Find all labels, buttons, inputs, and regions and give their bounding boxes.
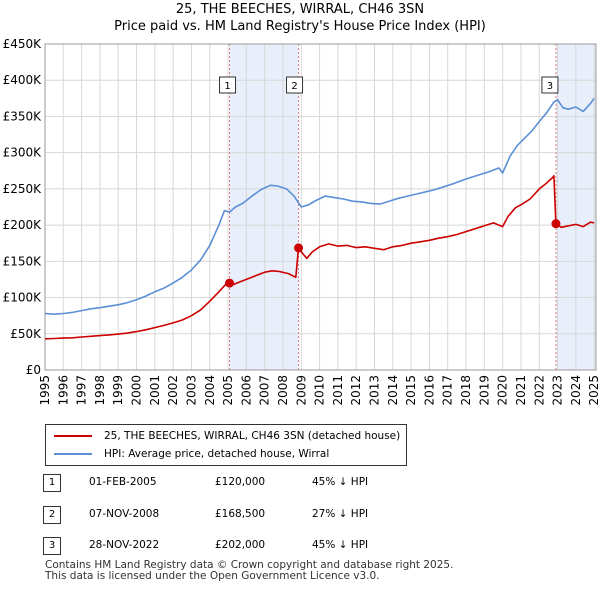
x-tick-label: 2008	[276, 375, 290, 406]
y-tick-label: £400K	[3, 73, 43, 87]
legend-swatch-hpi	[54, 453, 92, 455]
y-tick-label: £450K	[3, 37, 43, 51]
y-tick-label: £50K	[10, 327, 42, 341]
sale-label-number: 3	[547, 81, 553, 92]
x-tick-label: 2002	[166, 375, 180, 406]
y-tick-label: £0	[26, 363, 41, 377]
x-tick-label: 1995	[38, 375, 52, 406]
chart-title: 25, THE BEECHES, WIRRAL, CH46 3SN	[175, 2, 425, 17]
chart-subtitle: Price paid vs. HM Land Registry's House …	[114, 19, 486, 34]
shaded-region	[229, 44, 299, 370]
sale-date: 01-FEB-2005	[89, 476, 157, 488]
x-tick-label: 2019	[477, 375, 491, 406]
x-tick-label: 2012	[349, 375, 363, 406]
sale-hpi-diff: 45% ↓ HPI	[312, 476, 369, 488]
sale-point	[294, 243, 304, 253]
x-tick-label: 2004	[203, 375, 217, 406]
x-tick-label: 2014	[386, 375, 400, 406]
y-tick-label: £300K	[3, 146, 43, 160]
sale-price: £120,000	[215, 476, 266, 488]
footer: Contains HM Land Registry data © Crown c…	[45, 560, 453, 582]
sale-label-box	[541, 76, 559, 94]
sale-hpi-diff: 27% ↓ HPI	[312, 508, 369, 520]
y-tick-label: £250K	[3, 182, 43, 196]
x-tick-label: 1997	[75, 375, 89, 406]
x-tick-label: 1998	[93, 375, 107, 406]
x-tick-label: 2003	[184, 375, 198, 406]
x-tick-label: 2011	[331, 375, 345, 406]
x-tick-label: 2020	[496, 375, 510, 406]
legend-item-property: 25, THE BEECHES, WIRRAL, CH46 3SN (detac…	[54, 428, 400, 444]
x-tick-label: 2024	[569, 375, 583, 406]
x-tick-label: 2022	[532, 375, 546, 406]
table-row: 3 28-NOV-2022 £202,000 45% ↓ HPI	[43, 537, 463, 555]
legend-swatch-property	[54, 435, 92, 437]
legend-label-property: 25, THE BEECHES, WIRRAL, CH46 3SN (detac…	[104, 430, 401, 442]
price-chart: £0 £50K £100K £150K £200K £250K £300K £350K £400…	[3, 37, 600, 406]
x-tick-label: 2023	[551, 375, 565, 406]
sale-label-number: 2	[291, 81, 297, 92]
x-tick-label: 2017	[441, 375, 455, 406]
sale-label-box	[286, 76, 304, 94]
sale-number-badge: 3	[43, 537, 61, 555]
table-row: 2 07-NOV-2008 £168,500 27% ↓ HPI	[43, 506, 463, 524]
x-tick-label: 2016	[422, 375, 436, 406]
sale-label-number: 1	[224, 81, 230, 92]
sale-point	[225, 278, 235, 288]
sale-date: 28-NOV-2022	[89, 539, 160, 551]
legend-item-hpi: HPI: Average price, detached house, Wirr…	[54, 446, 329, 462]
sale-price: £168,500	[215, 508, 266, 520]
x-tick-label: 1999	[111, 375, 125, 406]
footer-copyright: Contains HM Land Registry data © Crown c…	[45, 559, 454, 571]
hpi-series-line	[44, 97, 595, 315]
x-tick-label: 1996	[56, 375, 70, 406]
sale-number-badge: 2	[43, 506, 61, 524]
sale-label-box	[219, 76, 237, 94]
x-tick-label: 2021	[514, 375, 528, 406]
x-tick-label: 2000	[130, 375, 144, 406]
x-tick-label: 2010	[313, 375, 327, 406]
sale-date: 07-NOV-2008	[89, 508, 160, 520]
x-tick-label: 2015	[404, 375, 418, 406]
table-row: 1 01-FEB-2005 £120,000 45% ↓ HPI	[43, 474, 463, 492]
x-tick-label: 2018	[459, 375, 473, 406]
x-tick-label: 2007	[258, 375, 272, 406]
plot-area	[45, 44, 596, 370]
x-tick-label: 2013	[368, 375, 382, 406]
sale-price: £202,000	[215, 539, 266, 551]
sale-point	[551, 219, 561, 229]
x-tick-label: 2005	[221, 375, 235, 406]
y-tick-label: £200K	[3, 218, 43, 232]
x-tick-label: 2025	[587, 375, 600, 406]
legend-label-hpi: HPI: Average price, detached house, Wirr…	[104, 448, 330, 460]
x-tick-label: 2006	[239, 375, 253, 406]
y-tick-label: £350K	[3, 109, 43, 123]
y-tick-label: £150K	[3, 254, 43, 268]
y-tick-label: £100K	[3, 291, 43, 305]
x-tick-label: 2001	[148, 375, 162, 406]
footer-license: This data is licensed under the Open Gov…	[45, 570, 380, 582]
plot-frame	[44, 43, 597, 371]
x-tick-label: 2009	[294, 375, 308, 406]
sale-number-badge: 1	[43, 474, 61, 492]
property-series-line	[44, 175, 595, 340]
sale-hpi-diff: 45% ↓ HPI	[312, 539, 369, 551]
legend: 25, THE BEECHES, WIRRAL, CH46 3SN (detac…	[45, 424, 407, 466]
